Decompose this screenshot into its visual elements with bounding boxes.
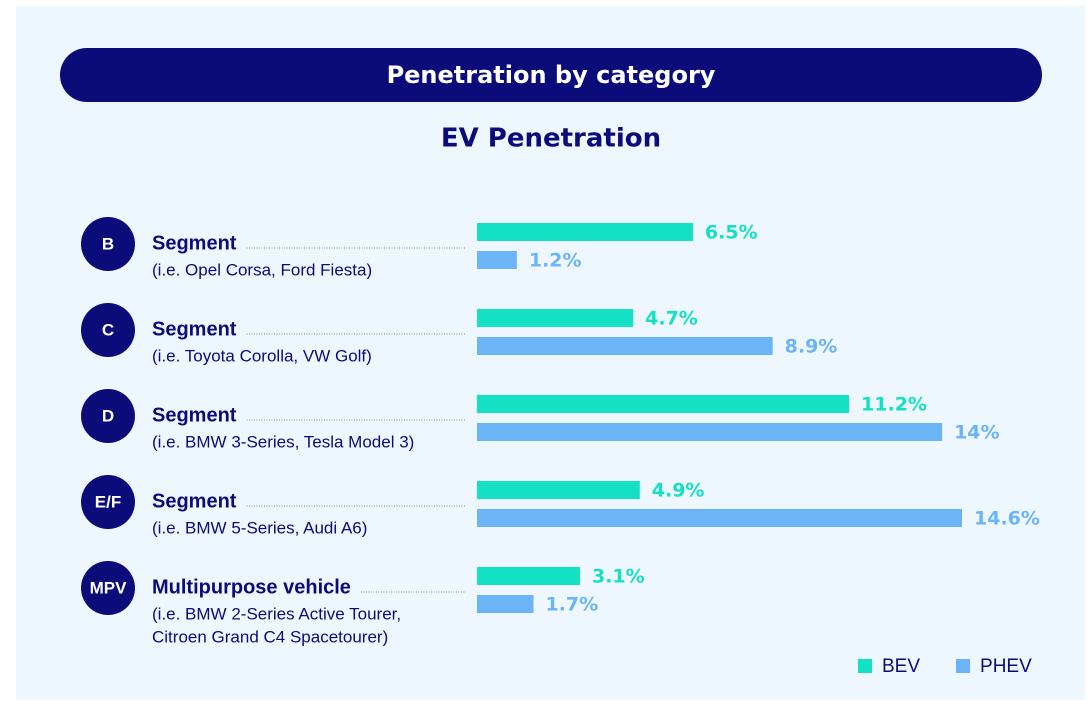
category-name: Segment — [152, 232, 237, 254]
category-examples: (i.e. Opel Corsa, Ford Fiesta) — [152, 260, 372, 279]
value-label: 4.7% — [645, 308, 698, 330]
bar — [477, 595, 534, 613]
badge-circle — [81, 561, 135, 615]
badge: E/F — [95, 492, 121, 511]
value-label: 11.2% — [861, 394, 927, 416]
header-bar — [60, 48, 1042, 102]
category-name: Segment — [152, 404, 237, 426]
bar — [477, 251, 517, 269]
bar — [477, 395, 850, 413]
bar — [477, 223, 693, 241]
legend-label: BEV — [882, 656, 920, 677]
value-label: 3.1% — [592, 566, 645, 588]
badge: B — [102, 234, 114, 253]
value-label: 8.9% — [785, 336, 838, 358]
badge: D — [102, 406, 114, 425]
value-label: 6.5% — [705, 222, 758, 244]
category-examples: Citroen Grand C4 Spacetourer) — [152, 627, 388, 646]
bar — [477, 309, 634, 327]
badge-circle — [81, 475, 135, 529]
badge-circle — [81, 389, 135, 443]
category-name: Segment — [152, 490, 237, 512]
category-examples: (i.e. BMW 2-Series Active Tourer, — [152, 604, 401, 623]
bar — [477, 567, 580, 585]
badge-circle — [81, 303, 135, 357]
category-examples: (i.e. BMW 3-Series, Tesla Model 3) — [152, 432, 414, 451]
category-name: Segment — [152, 318, 237, 340]
category-examples: (i.e. BMW 5-Series, Audi A6) — [152, 518, 367, 537]
value-label: 14% — [954, 422, 999, 444]
bar — [477, 337, 773, 355]
legend-swatch — [956, 659, 971, 673]
badge-circle — [81, 217, 135, 271]
value-label: 14.6% — [974, 508, 1040, 530]
badge: C — [102, 320, 114, 339]
category-examples: (i.e. Toyota Corolla, VW Golf) — [152, 346, 372, 365]
value-label: 1.7% — [545, 594, 598, 616]
bar — [477, 423, 943, 441]
bar — [477, 509, 962, 527]
header: Penetration by category — [387, 61, 716, 89]
category-name: Multipurpose vehicle — [152, 576, 351, 598]
value-label: 1.2% — [529, 250, 582, 272]
badge: MPV — [90, 578, 128, 597]
chart-title: EV Penetration — [441, 124, 661, 154]
legend-label: PHEV — [980, 656, 1032, 677]
legend-swatch — [858, 659, 872, 673]
bar — [477, 481, 640, 499]
value-label: 4.9% — [652, 480, 705, 502]
